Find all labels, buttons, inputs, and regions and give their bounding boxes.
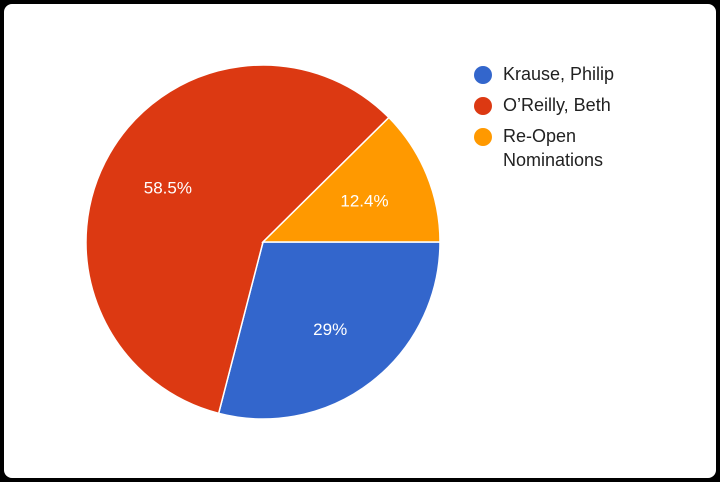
legend-label: O’Reilly, Beth (503, 93, 611, 117)
pie-label-oreilly: 58.5% (144, 178, 192, 197)
legend-marker-icon (474, 66, 492, 84)
pie-slice-krause (217, 241, 441, 420)
pie-slice-reopen (261, 116, 441, 243)
pie-label-reopen: 12.4% (340, 191, 388, 210)
legend-item-reopen: Re-Open Nominations (474, 124, 704, 172)
chart-frame: 29% 58.5% 12.4% Krause, Philip O’Reilly, Be… (4, 4, 716, 478)
legend-label-line: Krause, Philip (503, 64, 615, 84)
legend-label-line: Nominations (503, 150, 604, 170)
pie-chart: 29% 58.5% 12.4% (85, 64, 441, 420)
legend-label-line: Re-Open (503, 126, 577, 146)
legend-marker-icon (474, 97, 492, 115)
legend-item-oreilly: O’Reilly, Beth (474, 93, 704, 117)
legend-item-krause: Krause, Philip (474, 62, 704, 86)
legend-label: Krause, Philip (503, 62, 614, 86)
legend-label-line: O’Reilly, Beth (503, 95, 611, 115)
legend: Krause, Philip O’Reilly, Beth Re-Open Nomin… (474, 62, 704, 179)
pie-label-krause: 29% (313, 320, 347, 339)
legend-marker-icon (474, 128, 492, 146)
pie-slice-oreilly (85, 64, 390, 415)
legend-label: Re-Open Nominations (503, 124, 603, 172)
